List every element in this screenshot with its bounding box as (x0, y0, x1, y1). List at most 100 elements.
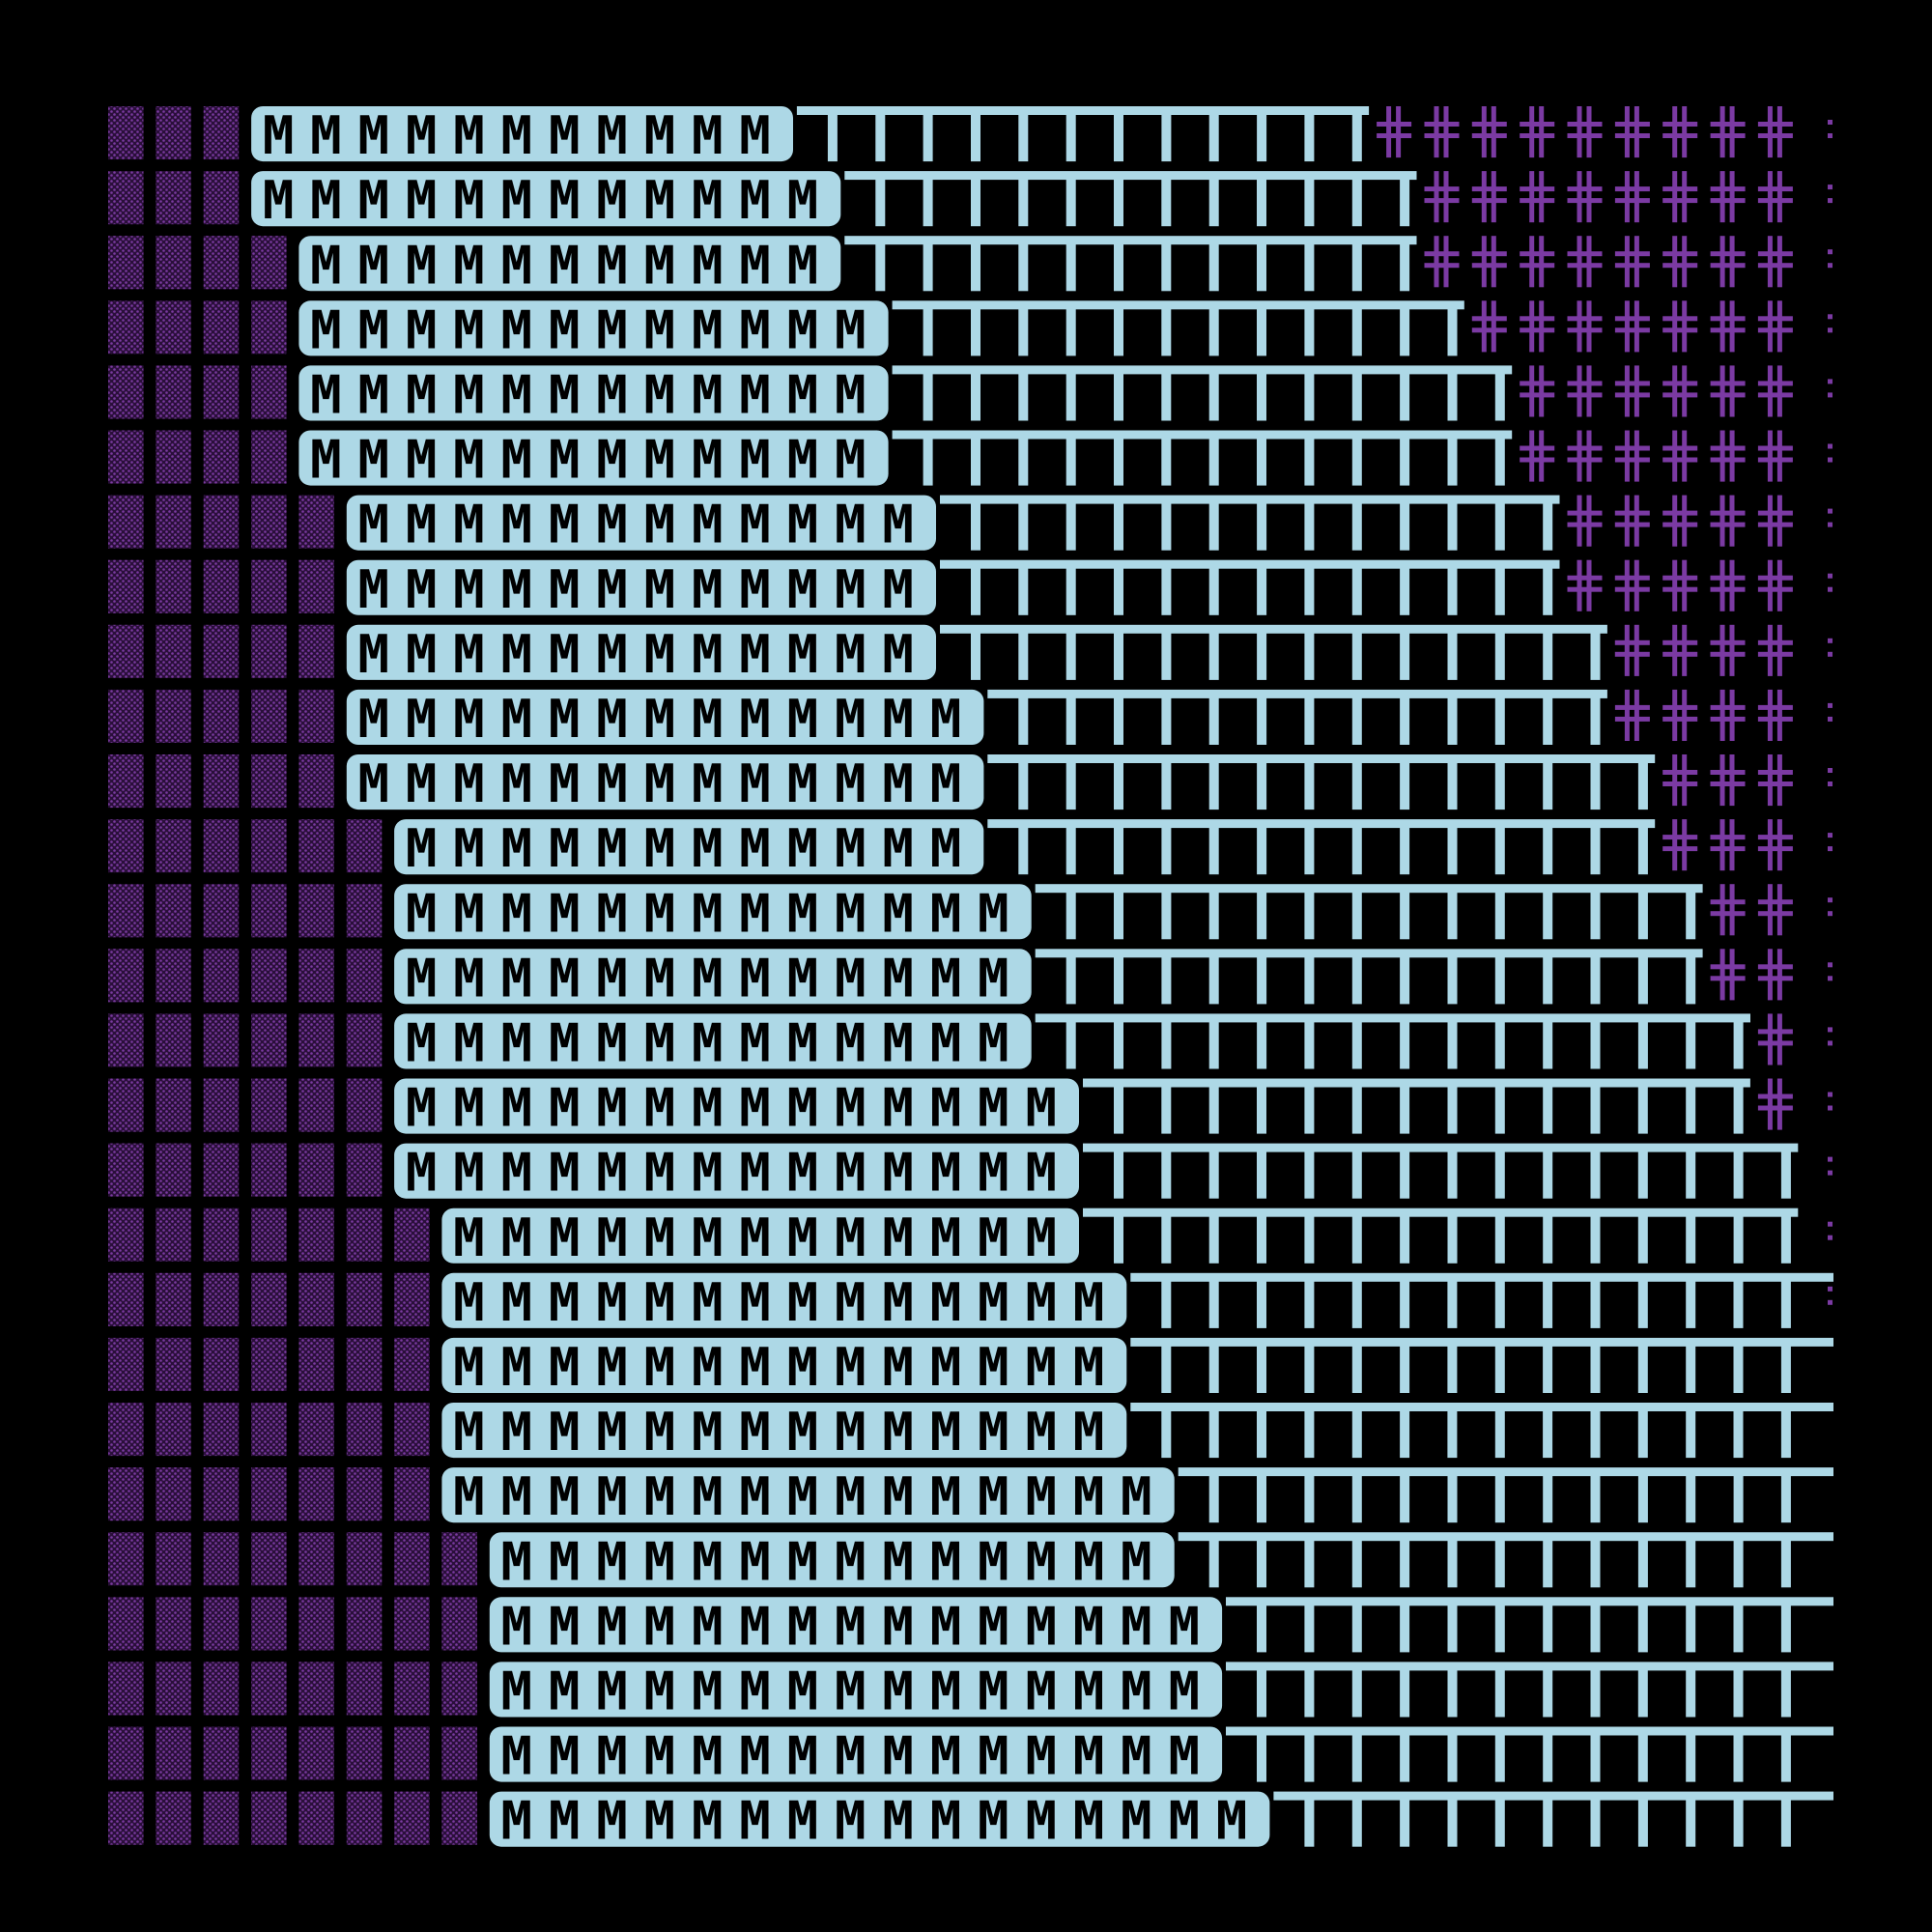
shade-cell (108, 1532, 144, 1586)
bar-stem (1447, 1211, 1458, 1264)
colon-glyph (1828, 120, 1833, 138)
bar-stem (1351, 369, 1362, 421)
bar-stem (1494, 1017, 1505, 1069)
bar-top (1226, 1662, 1833, 1671)
bar-stem (1543, 1276, 1553, 1328)
letter-glyph: M (596, 105, 628, 166)
letter-glyph: M (739, 1208, 771, 1268)
letter-glyph: M (835, 1402, 867, 1463)
shade-cell (298, 559, 334, 613)
shade-cell (156, 365, 191, 419)
letter-glyph: M (882, 1402, 914, 1463)
bar-stem (1590, 628, 1601, 680)
letter-glyph: M (596, 170, 628, 231)
letter-glyph: M (501, 430, 533, 491)
letter-glyph: M (501, 1596, 533, 1657)
shade-cell (156, 1337, 191, 1391)
bar-stem (1494, 758, 1505, 810)
letter-glyph: M (596, 1531, 628, 1592)
bar-stem (1543, 1147, 1553, 1199)
letter-glyph: M (835, 365, 867, 426)
bar-stem (1257, 1082, 1266, 1134)
hash-glyph (1662, 300, 1698, 353)
hash-glyph (1710, 689, 1746, 741)
bar-stem (1351, 1276, 1362, 1328)
shade-cell (346, 1403, 383, 1457)
letter-glyph: M (978, 1402, 1009, 1463)
letter-block (346, 624, 936, 680)
letter-glyph: M (644, 818, 676, 879)
bar-stem (1733, 1276, 1744, 1328)
bar-stem (1590, 952, 1601, 1005)
shade-cell (108, 949, 144, 1003)
letter-glyph: M (882, 1208, 914, 1268)
shade-cell (156, 884, 191, 938)
bar-stem (1208, 498, 1219, 551)
letter-glyph: M (501, 1078, 533, 1139)
bar-stem (1065, 823, 1076, 875)
shade-cell (156, 1597, 191, 1651)
shade-cell (251, 754, 287, 809)
bar-stem (1590, 1730, 1601, 1782)
bar-stem (1304, 1730, 1315, 1782)
letter-glyph: M (549, 1531, 581, 1592)
bar-stem (1114, 110, 1123, 162)
bar-stem (1590, 1017, 1601, 1069)
hash-glyph (1757, 236, 1793, 288)
bar-stem (1543, 1341, 1553, 1393)
shade-cell (156, 1078, 191, 1132)
bar-stem (1733, 1601, 1744, 1653)
letter-glyph: M (1073, 1531, 1105, 1592)
bar-stem (1686, 1276, 1696, 1328)
bar-stem (971, 628, 980, 680)
letter-glyph: M (596, 430, 628, 491)
shade-cell (346, 884, 383, 938)
bar-stem (1447, 952, 1458, 1005)
letter-glyph: M (549, 1013, 581, 1074)
shade-cell (346, 819, 383, 873)
letter-glyph: M (596, 1013, 628, 1074)
letter-glyph: M (692, 1531, 724, 1592)
letter-glyph: M (358, 299, 390, 360)
hash-glyph (1567, 559, 1603, 611)
letter-glyph: M (692, 948, 724, 1009)
shade-cell (108, 1078, 144, 1132)
letter-glyph: M (644, 883, 676, 944)
bar-stem (1257, 823, 1267, 875)
letter-glyph: M (835, 559, 867, 620)
letter-glyph: M (358, 559, 390, 620)
bar-stem (1637, 1536, 1648, 1588)
shade-cell (156, 300, 191, 355)
shade-cell (156, 236, 191, 290)
hash-glyph (1757, 884, 1793, 936)
bar-stem (1018, 693, 1029, 745)
bar-stem (923, 240, 933, 292)
shade-cell (298, 1143, 334, 1197)
letter-glyph: M (310, 235, 342, 296)
bar-stem (1257, 1665, 1266, 1718)
letter-glyph: M (453, 235, 485, 296)
bar-top (1035, 1013, 1750, 1023)
letter-glyph: M (787, 1402, 819, 1463)
bar-stem (971, 175, 980, 227)
letter-glyph: M (787, 689, 819, 750)
bar-stem (1733, 1795, 1744, 1847)
letter-glyph: M (1025, 1466, 1057, 1527)
shade-cell (251, 1013, 287, 1067)
letter-glyph: M (787, 559, 819, 620)
letter-glyph: M (644, 1402, 676, 1463)
letter-glyph: M (692, 1272, 724, 1333)
letter-glyph: M (692, 170, 724, 231)
bar-top (844, 236, 1417, 245)
bar-stem (875, 175, 886, 227)
letter-glyph: M (692, 1208, 724, 1268)
letter-glyph: M (739, 1272, 771, 1333)
shade-cell (108, 1791, 144, 1845)
letter-glyph: M (835, 1208, 867, 1268)
letter-block (346, 754, 984, 810)
bar-stem (1447, 693, 1458, 745)
shade-cell (251, 495, 287, 549)
